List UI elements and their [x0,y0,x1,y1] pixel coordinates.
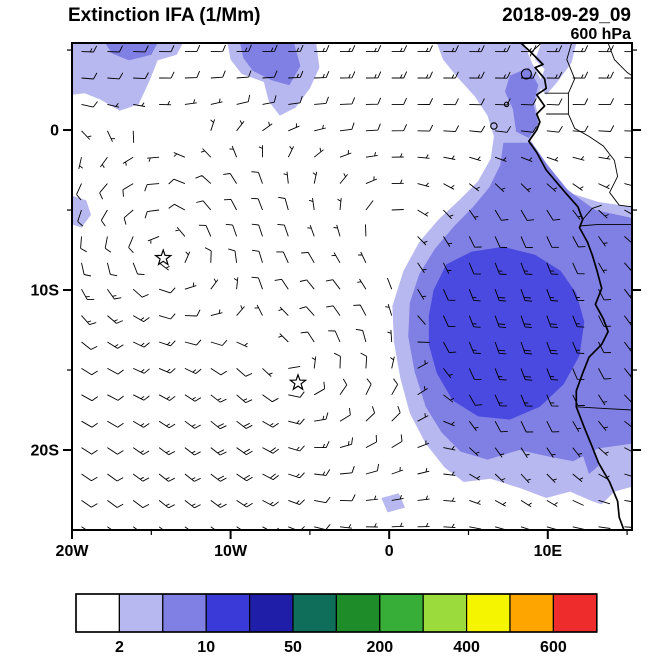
x-tick-label: 10W [214,543,248,560]
star-marker [153,248,173,266]
fill-contour-regions [72,43,632,513]
colorbar-tick-label: 2 [115,639,124,656]
colorbar-tick-label: 600 [540,639,567,656]
wind-barbs-path [76,44,632,530]
contour-region-light [72,195,91,228]
colorbar-tick-label: 200 [366,639,393,656]
x-tick-label: 0 [385,543,394,560]
contour-region-medium [105,43,158,61]
map-axes-frame: 20W 10W 0 10E 0 10S 20S [31,42,641,560]
wind-barb-field [76,44,632,530]
coastline [520,43,625,530]
colorbar-cell [249,593,294,633]
contour-region-medium [505,67,539,138]
country-border [576,406,632,411]
y-tick-label: 20S [31,443,60,460]
country-border [607,43,632,76]
colorbar-cell [292,593,338,633]
colorbar-cell [205,593,251,633]
contour-region-medium [240,43,301,86]
valid-datetime-label: 2018-09-29_09 [502,5,631,26]
colorbar-cell [552,593,598,633]
colorbar-cell [466,593,511,633]
plot-border [71,42,633,531]
y-tick-label: 0 [50,123,59,140]
country-border [566,43,632,208]
country-border [579,223,632,227]
x-tick-label: 10E [534,543,563,560]
contour-region-light [381,493,406,513]
colorbar-outline [75,593,598,633]
island-outline [520,68,532,80]
colorbar-cell [75,593,121,633]
colorbar-cell [118,593,164,633]
contour-region-medium [571,410,599,474]
colorbar-cell [335,593,381,633]
colorbar-tick-label: 400 [453,639,480,656]
colorbar-cell [162,593,207,633]
star-marker [288,373,308,391]
figure-title: Extinction IFA (1/Mm) [68,5,260,26]
contour-region-dark [428,246,585,420]
country-border [582,204,602,220]
colorbar-tick-label: 50 [284,639,302,656]
colorbar-cell [509,593,555,633]
colorbar: 2 10 50 200 400 600 [75,593,598,656]
y-tick-label: 10S [31,283,60,300]
star-markers [153,248,308,391]
island-outline [490,122,498,130]
x-tick-label: 20W [56,543,90,560]
coastline-and-borders [490,43,632,530]
colorbar-cell [422,593,468,633]
pressure-level-label: 600 hPa [571,26,632,43]
colorbar-cell [379,593,424,633]
contour-region-light [72,43,183,111]
colorbar-tick-label: 10 [197,639,215,656]
